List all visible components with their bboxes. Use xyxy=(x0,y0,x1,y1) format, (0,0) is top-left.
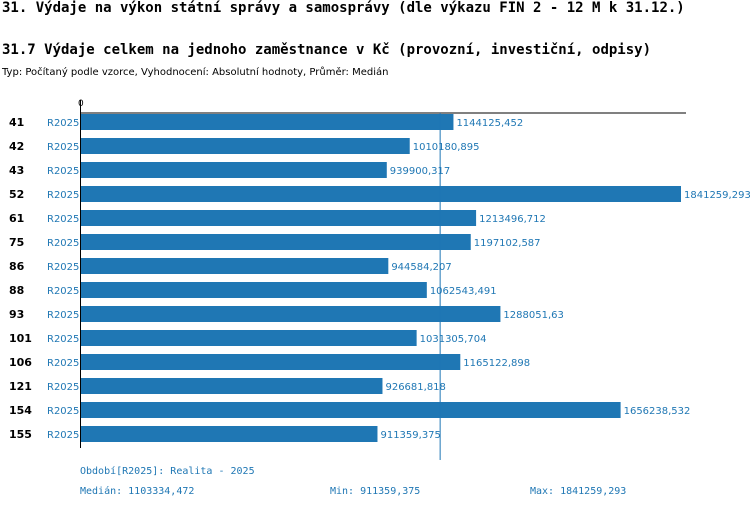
data-label: 1197102,587 xyxy=(474,238,541,249)
data-label: 1144125,452 xyxy=(456,118,523,129)
category-label: 86 xyxy=(9,260,25,273)
bar xyxy=(81,210,477,226)
series-label: R2025 xyxy=(47,238,79,249)
category-label: 154 xyxy=(9,404,32,417)
series-label: R2025 xyxy=(47,310,79,321)
median-summary: Medián: 1103334,472 xyxy=(80,486,195,497)
series-label: R2025 xyxy=(47,286,79,297)
series-label: R2025 xyxy=(47,382,79,393)
series-label: R2025 xyxy=(47,166,79,177)
data-label: 1288051,63 xyxy=(503,310,563,321)
data-label: 926681,818 xyxy=(385,382,445,393)
data-label: 1165122,898 xyxy=(463,358,530,369)
category-label: 101 xyxy=(9,332,32,345)
data-label: 1841259,293 xyxy=(684,190,750,201)
data-label: 1010180,895 xyxy=(413,142,480,153)
series-label: R2025 xyxy=(47,406,79,417)
bar xyxy=(81,282,427,298)
max-summary: Max: 1841259,293 xyxy=(530,486,627,497)
bar xyxy=(81,330,417,346)
series-label: R2025 xyxy=(47,190,79,201)
page-title: 31. Výdaje na výkon státní správy a samo… xyxy=(2,0,685,16)
period-legend: Období[R2025]: Realita - 2025 xyxy=(80,466,255,477)
bar xyxy=(81,378,383,394)
bar xyxy=(81,186,681,202)
category-label: 121 xyxy=(9,380,32,393)
data-label: 1213496,712 xyxy=(479,214,546,225)
chart-meta: Typ: Počítaný podle vzorce, Vyhodnocení:… xyxy=(2,67,389,78)
series-label: R2025 xyxy=(47,262,79,273)
bar xyxy=(81,426,378,442)
series-label: R2025 xyxy=(47,334,79,345)
series-label: R2025 xyxy=(47,118,79,129)
bar xyxy=(81,306,501,322)
data-label: 1062543,491 xyxy=(430,286,497,297)
category-label: 75 xyxy=(9,236,24,249)
bar xyxy=(81,162,387,178)
category-label: 88 xyxy=(9,284,24,297)
data-label: 1031305,704 xyxy=(420,334,487,345)
category-label: 61 xyxy=(9,212,24,225)
category-label: 43 xyxy=(9,164,24,177)
category-label: 42 xyxy=(9,140,24,153)
bar xyxy=(81,114,454,130)
bar xyxy=(81,234,471,250)
data-label: 944584,207 xyxy=(391,262,451,273)
data-label: 1656238,532 xyxy=(624,406,691,417)
category-label: 106 xyxy=(9,356,32,369)
bar xyxy=(81,138,410,154)
category-label: 155 xyxy=(9,428,32,441)
category-label: 41 xyxy=(9,116,24,129)
series-label: R2025 xyxy=(47,430,79,441)
data-label: 939900,317 xyxy=(390,166,450,177)
min-summary: Min: 911359,375 xyxy=(330,486,421,497)
series-label: R2025 xyxy=(47,358,79,369)
series-label: R2025 xyxy=(47,214,79,225)
bar xyxy=(81,402,621,418)
category-label: 52 xyxy=(9,188,24,201)
series-label: R2025 xyxy=(47,142,79,153)
bar xyxy=(81,354,461,370)
chart-title: 31.7 Výdaje celkem na jednoho zaměstnanc… xyxy=(2,42,652,58)
bar xyxy=(81,258,389,274)
data-label: 911359,375 xyxy=(380,430,440,441)
category-label: 93 xyxy=(9,308,24,321)
